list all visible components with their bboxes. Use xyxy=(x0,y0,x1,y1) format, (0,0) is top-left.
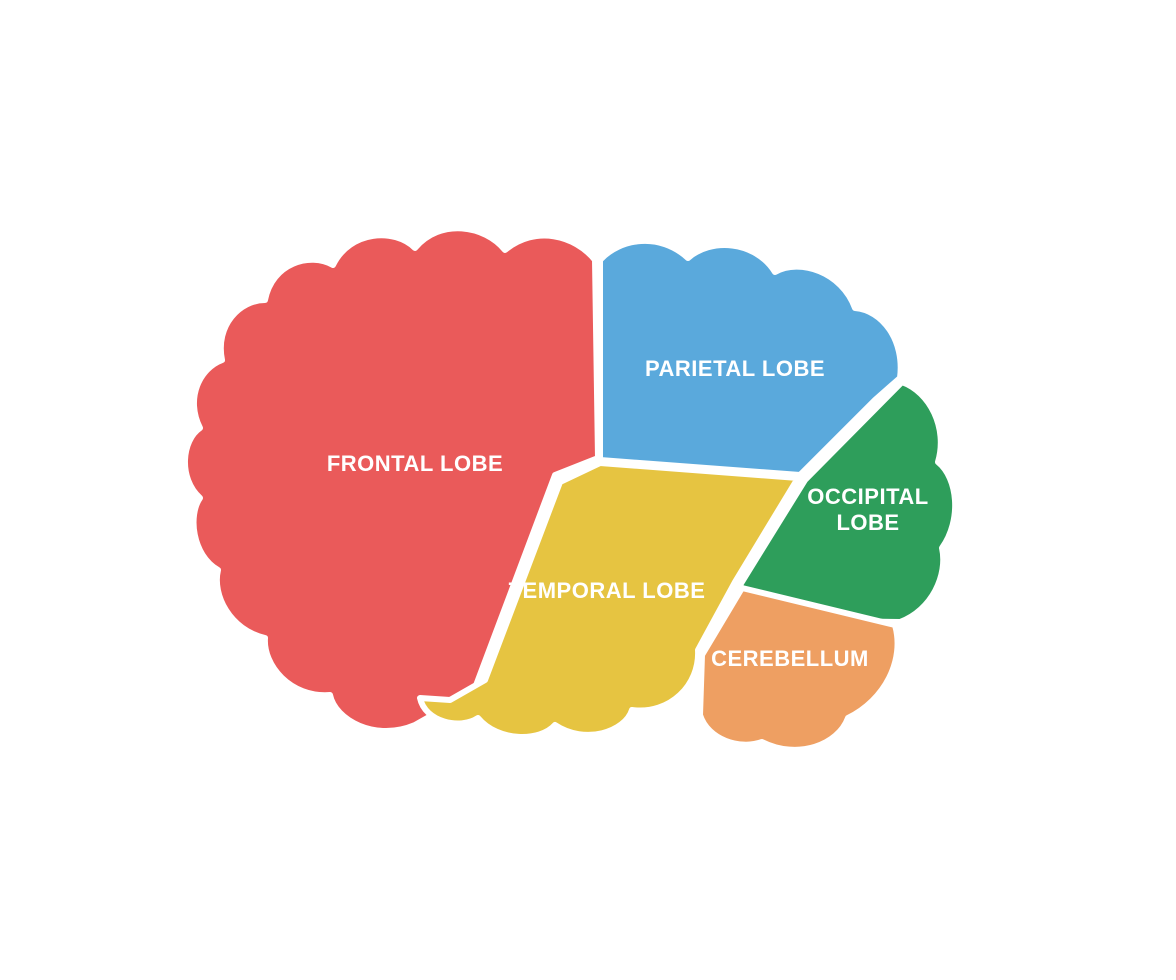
temporal-lobe-label: TEMPORAL LOBE xyxy=(509,578,706,603)
cerebellum-label: CEREBELLUM xyxy=(711,646,869,671)
brain-lobes-diagram: FRONTAL LOBE PARIETAL LOBE OCCIPITAL LOB… xyxy=(0,0,1176,980)
occipital-lobe-label-line2: LOBE xyxy=(836,510,899,535)
frontal-lobe-label: FRONTAL LOBE xyxy=(327,451,503,476)
parietal-lobe-label: PARIETAL LOBE xyxy=(645,356,825,381)
occipital-lobe-label-line1: OCCIPITAL xyxy=(807,484,928,509)
brain-svg: FRONTAL LOBE PARIETAL LOBE OCCIPITAL LOB… xyxy=(0,0,1176,980)
